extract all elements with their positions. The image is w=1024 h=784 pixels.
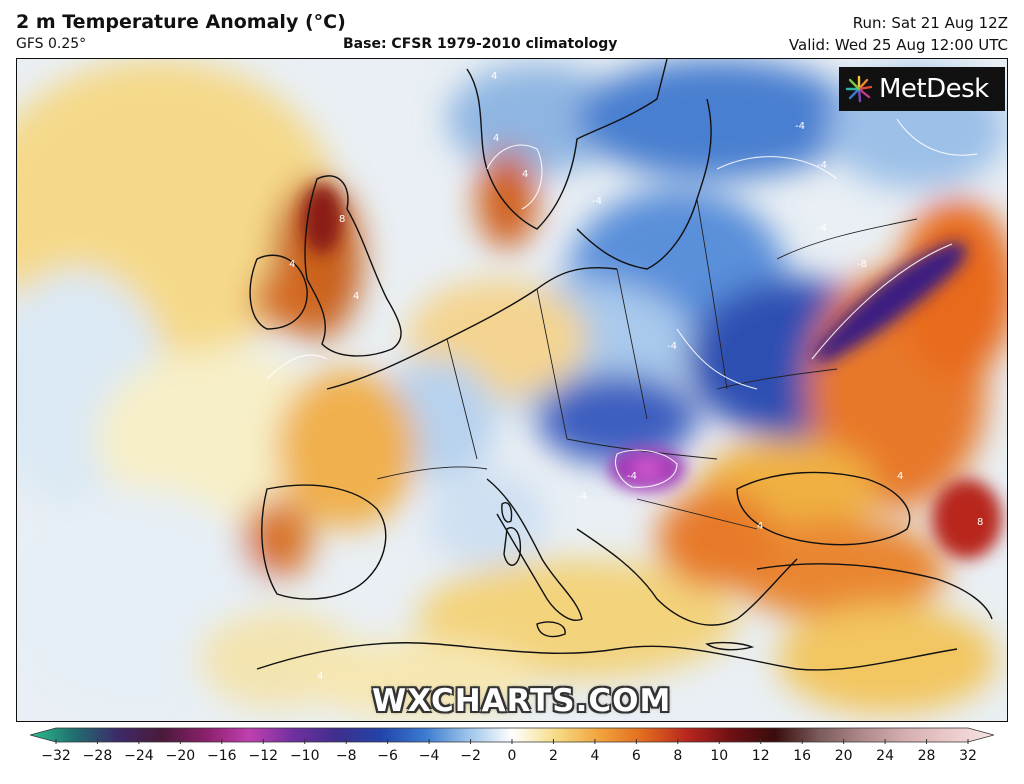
contour-label: -4 <box>817 160 827 171</box>
run-time-label: Run: Sat 21 Aug 12Z <box>852 14 1008 32</box>
colorbar-tick-label: 10 <box>710 748 729 764</box>
anomaly-field <box>17 59 1007 719</box>
contour-label: 8 <box>339 214 345 225</box>
turkey-coast <box>756 563 993 620</box>
sicily-coast <box>536 621 566 638</box>
chart-header: 2 m Temperature Anomaly (°C) GFS 0.25° B… <box>0 0 1024 58</box>
colorbar-tick-label: 8 <box>673 748 683 764</box>
logo-text: MetDesk <box>879 74 989 104</box>
ireland-coast <box>249 254 308 330</box>
crete-coast <box>705 641 755 651</box>
colorbar-tick-label: −24 <box>124 748 154 764</box>
contour-label: -4 <box>795 121 805 132</box>
contour-label: -4 <box>577 491 587 502</box>
colorbar-tick-label: −32 <box>41 748 71 764</box>
colorbar-tick-label: −8 <box>335 748 357 764</box>
coastlines <box>249 59 993 671</box>
anomaly-cores <box>302 184 1002 559</box>
balkans-coast <box>576 528 798 626</box>
contour-label: 4 <box>522 169 528 180</box>
contour-label: 4 <box>289 259 295 270</box>
great-britain-coast <box>304 175 402 357</box>
contour-label: 4 <box>493 133 499 144</box>
metdesk-logo: MetDesk <box>839 67 1005 111</box>
country-borders <box>376 198 918 530</box>
colorbar-tick-label: −16 <box>207 748 237 764</box>
valid-time-label: Valid: Wed 25 Aug 12:00 UTC <box>788 36 1008 54</box>
mainland-coast <box>326 267 618 390</box>
north-africa-coast <box>256 642 958 671</box>
colorbar-tick-label: −2 <box>460 748 481 764</box>
colorbar-tick-label: −28 <box>82 748 113 764</box>
corsica-coast <box>501 502 513 523</box>
colorbar-tick-label: 28 <box>917 748 936 764</box>
colorbar-tick-label: 4 <box>590 748 600 764</box>
colorbar-tick-label: 6 <box>631 748 641 764</box>
anomaly-map: 4 4 -4 4 -4 -4 -4 8 -8 4 4 -4 -4 4 8 4 4… <box>16 58 1008 722</box>
colorbar-tick-label: 2 <box>548 748 558 764</box>
colorbar-tick-label: 24 <box>876 748 894 764</box>
model-label: GFS 0.25° <box>16 36 87 52</box>
italy-coast <box>486 478 583 621</box>
colorbar-tick-label: 20 <box>834 748 853 764</box>
contour-label: 8 <box>977 517 983 528</box>
anomaly-contours <box>266 118 978 488</box>
black-sea-coast <box>736 471 911 546</box>
colorbar-tick-label: −12 <box>248 748 279 764</box>
colorbar-tick-labels: −32 −28 −24 −20 −16 −12 −10 −8 −6 −4 −2 0 2 4 6 8 10 12 16… <box>30 748 994 768</box>
climatology-base-label: Base: CFSR 1979-2010 climatology <box>343 36 618 52</box>
contour-labels: 4 4 -4 4 -4 -4 -4 8 -8 4 4 -4 -4 4 8 4 4… <box>289 71 983 682</box>
contour-label: 4 <box>897 471 903 482</box>
colorbar-tick-label: −6 <box>377 748 398 764</box>
contour-label: 4 <box>317 671 323 682</box>
contour-label: -4 <box>592 196 602 207</box>
colorbar-tick-label: −4 <box>418 748 440 764</box>
contour-label: 4 <box>491 71 497 82</box>
colorbar-tick-label: 32 <box>959 748 977 764</box>
contour-label: -4 <box>817 223 827 234</box>
watermark: WXCHARTS.COM <box>372 683 672 719</box>
colorbar-tick-label: 0 <box>507 748 517 764</box>
colorbar-legend: −32 −28 −24 −20 −16 −12 −10 −8 −6 −4 −2 0 2 4 6 8 10 12 16… <box>30 726 994 784</box>
contour-label: 4 <box>353 291 359 302</box>
contour-label: -8 <box>857 259 867 270</box>
colorbar-tick-label: 12 <box>751 748 770 764</box>
colorbar-tick-label: 16 <box>793 748 812 764</box>
colorbar-tick-label: −10 <box>289 748 320 764</box>
colorbar-tick-label: −20 <box>165 748 196 764</box>
contour-label: -4 <box>627 471 637 482</box>
colorbar-gradient <box>30 727 994 744</box>
baltic-coast <box>576 98 712 270</box>
iberia-coast <box>261 484 387 600</box>
contour-label: 4 <box>757 521 763 532</box>
scandinavia-coast <box>466 59 668 230</box>
chart-title: 2 m Temperature Anomaly (°C) <box>16 11 346 33</box>
starburst-logo-icon <box>845 75 873 103</box>
contour-label: -4 <box>667 341 677 352</box>
map-canvas: 4 4 -4 4 -4 -4 -4 8 -8 4 4 -4 -4 4 8 4 4… <box>17 59 1007 721</box>
sardinia-coast <box>503 527 522 566</box>
